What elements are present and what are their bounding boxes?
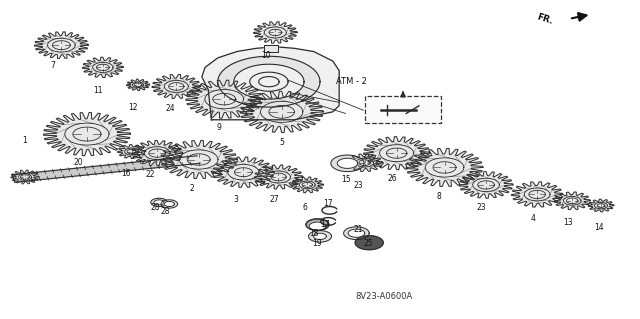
Polygon shape	[151, 198, 168, 206]
Polygon shape	[588, 199, 614, 212]
Polygon shape	[314, 233, 326, 240]
Polygon shape	[460, 172, 513, 198]
Polygon shape	[44, 113, 131, 156]
Polygon shape	[348, 229, 365, 237]
Text: 21: 21	[353, 225, 363, 234]
Polygon shape	[337, 158, 358, 168]
Polygon shape	[331, 155, 364, 172]
Polygon shape	[308, 231, 332, 242]
Text: 25: 25	[363, 239, 372, 248]
Polygon shape	[291, 177, 323, 193]
Text: 18: 18	[309, 229, 318, 238]
Text: 11: 11	[93, 86, 102, 95]
Text: 20: 20	[74, 158, 83, 167]
Text: 4: 4	[530, 214, 535, 223]
Text: 27: 27	[269, 195, 279, 204]
Text: 23: 23	[353, 181, 363, 190]
Polygon shape	[364, 137, 430, 170]
Polygon shape	[11, 170, 39, 184]
Text: 3: 3	[233, 195, 238, 204]
Text: 8V23-A0600A: 8V23-A0600A	[355, 292, 413, 301]
Text: 6: 6	[302, 203, 307, 212]
Text: 19: 19	[312, 239, 322, 248]
Polygon shape	[35, 32, 88, 58]
Text: 2: 2	[190, 184, 195, 193]
Polygon shape	[154, 200, 164, 205]
Polygon shape	[253, 22, 297, 43]
Polygon shape	[347, 154, 383, 172]
Polygon shape	[12, 156, 200, 182]
Text: 17: 17	[323, 199, 332, 208]
Text: 14: 14	[595, 223, 604, 232]
Polygon shape	[309, 222, 326, 230]
Text: FR.: FR.	[536, 13, 554, 26]
Polygon shape	[202, 47, 339, 120]
Polygon shape	[164, 201, 174, 206]
Polygon shape	[344, 227, 369, 240]
Polygon shape	[218, 56, 320, 107]
Polygon shape	[264, 45, 278, 51]
Text: 23: 23	[476, 203, 486, 212]
Polygon shape	[355, 236, 383, 250]
Text: 8: 8	[436, 191, 441, 201]
Text: 1: 1	[22, 136, 27, 145]
Polygon shape	[132, 140, 182, 166]
Text: ATM - 2: ATM - 2	[336, 77, 367, 86]
Polygon shape	[234, 64, 304, 99]
Text: 5: 5	[279, 137, 284, 146]
Polygon shape	[186, 80, 262, 118]
Polygon shape	[240, 91, 323, 132]
Polygon shape	[554, 192, 590, 210]
FancyBboxPatch shape	[365, 96, 442, 123]
Polygon shape	[212, 157, 274, 187]
Polygon shape	[511, 182, 563, 207]
Text: 17: 17	[320, 220, 330, 229]
Text: 12: 12	[128, 103, 138, 112]
Text: 26: 26	[388, 174, 397, 183]
Text: 28: 28	[161, 207, 170, 216]
Text: 9: 9	[217, 123, 221, 132]
Text: 15: 15	[340, 175, 350, 184]
Polygon shape	[161, 140, 237, 179]
Polygon shape	[406, 148, 483, 187]
Text: 7: 7	[51, 61, 56, 70]
Polygon shape	[118, 145, 146, 159]
Polygon shape	[306, 219, 329, 230]
Polygon shape	[127, 79, 150, 91]
Polygon shape	[254, 165, 303, 189]
Text: 10: 10	[262, 51, 271, 60]
Text: 13: 13	[563, 218, 573, 227]
Polygon shape	[161, 200, 177, 208]
Text: 24: 24	[165, 104, 175, 113]
Polygon shape	[83, 57, 124, 78]
Polygon shape	[152, 74, 200, 99]
Text: 28: 28	[150, 203, 160, 212]
Text: 16: 16	[121, 169, 131, 178]
Text: 22: 22	[145, 170, 155, 179]
